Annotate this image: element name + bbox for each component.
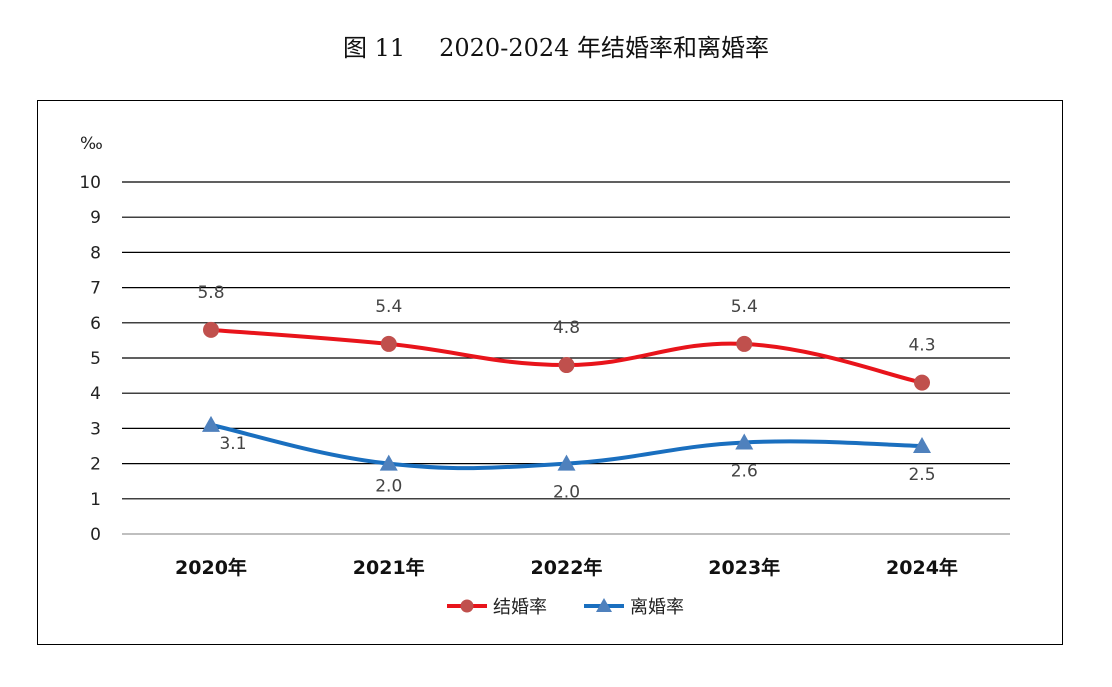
chart-title-text: 2020-2024 年结婚率和离婚率 <box>439 34 770 62</box>
y-tick-label: 7 <box>90 279 101 299</box>
data-point-marker <box>380 335 397 352</box>
data-label: 5.8 <box>197 283 224 303</box>
data-label: 5.4 <box>375 297 402 317</box>
chart-frame <box>37 100 1063 645</box>
data-point-marker <box>379 454 398 471</box>
legend-marker <box>596 598 612 612</box>
data-label: 4.8 <box>553 318 580 338</box>
x-tick-label: 2022年 <box>531 556 603 579</box>
data-label: 2.5 <box>908 465 935 485</box>
chart-title: 图 11 2020-2024 年结婚率和离婚率 <box>0 28 1112 63</box>
y-tick-label: 10 <box>79 173 101 193</box>
data-label: 2.0 <box>375 477 402 497</box>
legend-label: 离婚率 <box>630 597 684 618</box>
x-tick-label: 2024年 <box>886 556 958 579</box>
y-tick-label: 2 <box>90 455 101 475</box>
y-axis-unit: ‰ <box>80 134 103 154</box>
x-tick-label: 2021年 <box>353 556 425 579</box>
y-tick-label: 0 <box>90 525 101 545</box>
figure-number: 图 11 <box>342 34 406 62</box>
legend-label: 结婚率 <box>493 597 547 618</box>
data-point-marker <box>913 437 931 453</box>
y-tick-label: 9 <box>90 208 101 228</box>
data-point-marker <box>202 415 220 432</box>
data-point-marker <box>914 374 930 391</box>
data-point-marker <box>736 335 753 352</box>
y-tick-label: 6 <box>90 314 101 334</box>
data-label: 4.3 <box>908 336 935 356</box>
y-tick-label: 4 <box>90 384 101 404</box>
data-point-marker <box>557 454 576 471</box>
data-label: 2.6 <box>731 461 758 481</box>
data-point-marker <box>558 357 575 374</box>
legend-marker <box>460 599 474 613</box>
y-tick-label: 3 <box>90 419 101 439</box>
data-point-marker <box>203 321 219 338</box>
y-tick-label: 8 <box>90 243 101 263</box>
x-tick-label: 2020年 <box>175 556 247 579</box>
data-point-marker <box>735 433 754 450</box>
x-tick-label: 2023年 <box>708 556 780 579</box>
data-label: 2.0 <box>553 483 580 503</box>
data-label: 5.4 <box>731 297 758 317</box>
y-tick-label: 5 <box>90 349 101 369</box>
data-label: 3.1 <box>219 434 246 454</box>
y-tick-label: 1 <box>90 490 101 510</box>
